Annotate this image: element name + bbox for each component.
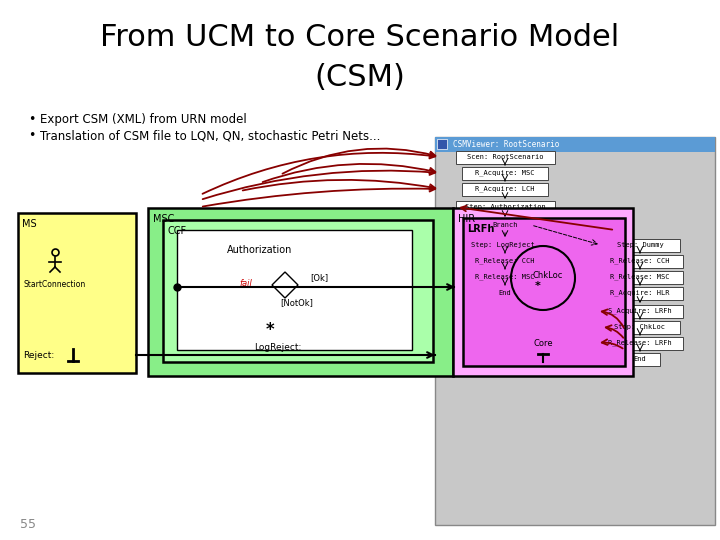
FancyBboxPatch shape	[597, 254, 683, 267]
Text: LRFh: LRFh	[467, 224, 495, 234]
Text: R_Release: LRFh: R_Release: LRFh	[608, 340, 672, 346]
Text: [Ok]: [Ok]	[310, 273, 328, 282]
FancyBboxPatch shape	[462, 183, 548, 195]
Text: CCF: CCF	[168, 226, 187, 236]
Bar	[463, 218, 625, 366]
Text: R_Release: MSC: R_Release: MSC	[475, 274, 535, 280]
FancyBboxPatch shape	[597, 271, 683, 284]
Text: *: *	[266, 321, 274, 339]
FancyBboxPatch shape	[600, 321, 680, 334]
Bar	[18, 213, 136, 373]
Text: ChkLoc: ChkLoc	[533, 272, 563, 280]
Bar	[163, 220, 433, 362]
Text: Step: Dummy: Step: Dummy	[616, 242, 663, 248]
FancyBboxPatch shape	[462, 239, 548, 252]
Text: LogReject:: LogReject:	[254, 343, 302, 353]
Text: •: •	[28, 130, 35, 143]
FancyBboxPatch shape	[600, 239, 680, 252]
Text: Step: Authorization: Step: Authorization	[464, 204, 545, 210]
Polygon shape	[272, 272, 298, 298]
Bar	[148, 208, 453, 376]
FancyBboxPatch shape	[597, 336, 683, 349]
FancyBboxPatch shape	[462, 271, 548, 284]
Text: fail: fail	[239, 280, 252, 288]
Text: S_Acquire: LRFh: S_Acquire: LRFh	[608, 308, 672, 314]
Text: Stop: ChkLoc: Stop: ChkLoc	[614, 324, 665, 330]
Text: From UCM to Core Scenario Model: From UCM to Core Scenario Model	[100, 24, 620, 52]
Text: CSMViewer: RootScenario: CSMViewer: RootScenario	[453, 140, 559, 149]
Text: Core: Core	[534, 340, 553, 348]
FancyBboxPatch shape	[456, 200, 554, 213]
Text: MSC: MSC	[153, 214, 174, 224]
Text: MS: MS	[22, 219, 37, 229]
Text: *: *	[535, 281, 541, 291]
Text: R_Acquire: LCH: R_Acquire: LCH	[475, 186, 535, 192]
Text: R_Release: MSC: R_Release: MSC	[611, 274, 670, 280]
FancyBboxPatch shape	[621, 353, 660, 366]
Text: Translation of CSM file to LQN, QN, stochastic Petri Nets...: Translation of CSM file to LQN, QN, stoc…	[40, 130, 380, 143]
Text: 55: 55	[20, 518, 36, 531]
Text: StartConnection: StartConnection	[24, 280, 86, 289]
Text: HIR: HIR	[458, 214, 475, 224]
Text: R_Release: CCH: R_Release: CCH	[611, 258, 670, 264]
Text: Branch: Branch	[492, 222, 518, 228]
FancyBboxPatch shape	[597, 287, 683, 300]
Text: End: End	[634, 356, 647, 362]
Text: •: •	[28, 113, 35, 126]
Text: (CSM): (CSM)	[315, 64, 405, 92]
Bar	[435, 137, 715, 152]
FancyBboxPatch shape	[597, 305, 683, 318]
Text: R_Acquire: HLR: R_Acquire: HLR	[611, 289, 670, 296]
FancyBboxPatch shape	[456, 151, 554, 164]
FancyBboxPatch shape	[462, 254, 548, 267]
Text: Export CSM (XML) from URN model: Export CSM (XML) from URN model	[40, 113, 247, 126]
Text: R_Acquire: MSC: R_Acquire: MSC	[475, 170, 535, 177]
Text: [NotOk]: [NotOk]	[281, 299, 313, 307]
FancyBboxPatch shape	[462, 166, 548, 179]
Text: R_Release: CCH: R_Release: CCH	[475, 258, 535, 264]
Bar	[437, 139, 447, 149]
Text: End: End	[499, 290, 511, 296]
Bar	[435, 137, 715, 525]
Text: Scen: RootScenario: Scen: RootScenario	[467, 154, 544, 160]
Bar	[177, 230, 412, 350]
FancyBboxPatch shape	[485, 287, 524, 300]
Text: Step: LogReject.: Step: LogReject.	[471, 242, 539, 248]
Bar	[453, 208, 633, 376]
Text: Reject:: Reject:	[23, 350, 54, 360]
Text: Authorization: Authorization	[228, 245, 293, 255]
FancyBboxPatch shape	[479, 219, 531, 232]
